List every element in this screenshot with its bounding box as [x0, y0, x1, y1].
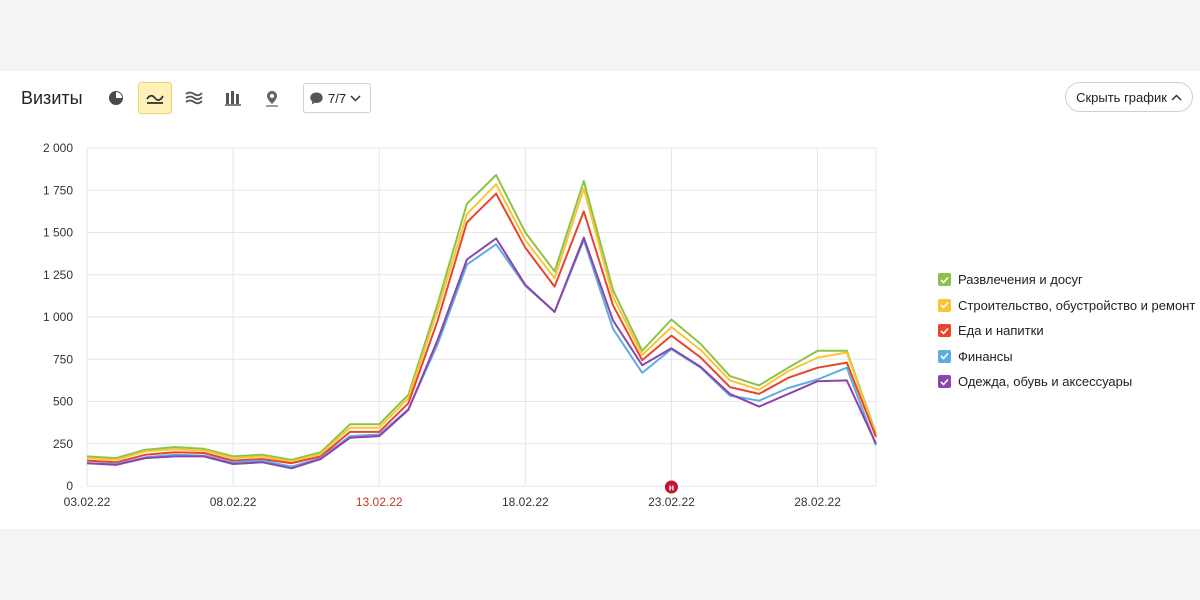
y-tick-label: 750: [53, 352, 73, 366]
hide-chart-button[interactable]: Скрыть график: [1065, 82, 1193, 112]
legend-label: Финансы: [958, 348, 1013, 364]
holiday-marker-label: н: [669, 483, 674, 493]
chart-title: Визиты: [21, 88, 83, 108]
legend-item[interactable]: Строительство, обустройство и ремонт: [938, 293, 1200, 319]
chevron-down-icon: [350, 94, 361, 102]
chart-legend: Развлечения и досуг Строительство, обустр…: [938, 267, 1200, 395]
chart-panel: Визиты: [0, 71, 1200, 529]
legend-item[interactable]: Развлечения и досуг: [938, 267, 1200, 293]
bar-chart-button[interactable]: [216, 82, 250, 114]
series-select[interactable]: 7/7: [303, 83, 371, 113]
holiday-marker: [664, 480, 678, 494]
y-tick-label: 500: [53, 395, 73, 409]
x-tick-label: 03.02.22: [64, 495, 111, 509]
x-tick-label: 23.02.22: [648, 495, 695, 509]
legend-item[interactable]: Одежда, обувь и аксессуары: [938, 369, 1200, 395]
checkbox-checked-icon: [938, 273, 951, 287]
checkbox-checked-icon: [938, 375, 951, 389]
y-tick-label: 250: [53, 437, 73, 451]
area-chart-button[interactable]: [177, 82, 211, 114]
series-count: 7/7: [328, 90, 347, 106]
comment-icon: [310, 92, 323, 104]
legend-item[interactable]: Еда и напитки: [938, 318, 1200, 344]
legend-label: Строительство, обустройство и ремонт: [958, 297, 1196, 313]
area-chart-icon: [185, 91, 203, 105]
map-button[interactable]: [255, 82, 289, 114]
x-tick-label: 08.02.22: [210, 495, 257, 509]
series-line: [86, 236, 877, 470]
y-tick-label: 1 000: [43, 310, 73, 324]
legend-label: Развлечения и досуг: [958, 272, 1083, 288]
pie-chart-icon: [109, 91, 123, 105]
map-pin-icon: [266, 90, 278, 107]
chart-toolbar: Визиты: [0, 71, 1200, 126]
legend-item[interactable]: Финансы: [938, 344, 1200, 370]
checkbox-checked-icon: [938, 324, 951, 338]
legend-label: Еда и напитки: [958, 323, 1044, 339]
series-line: [86, 239, 877, 468]
x-tick-label: 13.02.22: [356, 495, 403, 509]
y-tick-label: 1 750: [43, 183, 73, 197]
y-tick-label: 2 000: [43, 141, 73, 155]
legend-label: Одежда, обувь и аксессуары: [958, 374, 1133, 390]
series-line: [86, 192, 877, 465]
y-tick-label: 1 250: [43, 268, 73, 282]
line-chart: 0 250 500 750 1 000 1 250 1 500 1 750 2 000 03.02…: [43, 141, 877, 509]
y-tick-label: 1 500: [43, 226, 73, 240]
line-chart-button[interactable]: [138, 82, 172, 114]
series-line: [86, 183, 877, 463]
x-tick-label: 28.02.22: [794, 495, 841, 509]
hide-chart-label: Скрыть график: [1076, 89, 1167, 105]
checkbox-checked-icon: [938, 298, 951, 312]
chevron-up-icon: [1171, 93, 1182, 101]
series-line: [86, 174, 877, 461]
checkbox-checked-icon: [938, 349, 951, 363]
bar-chart-icon: [225, 90, 241, 106]
y-tick-label: 0: [66, 479, 73, 493]
x-tick-label: 18.02.22: [502, 495, 549, 509]
pie-chart-button[interactable]: [99, 82, 133, 114]
line-chart-icon: [146, 94, 164, 104]
